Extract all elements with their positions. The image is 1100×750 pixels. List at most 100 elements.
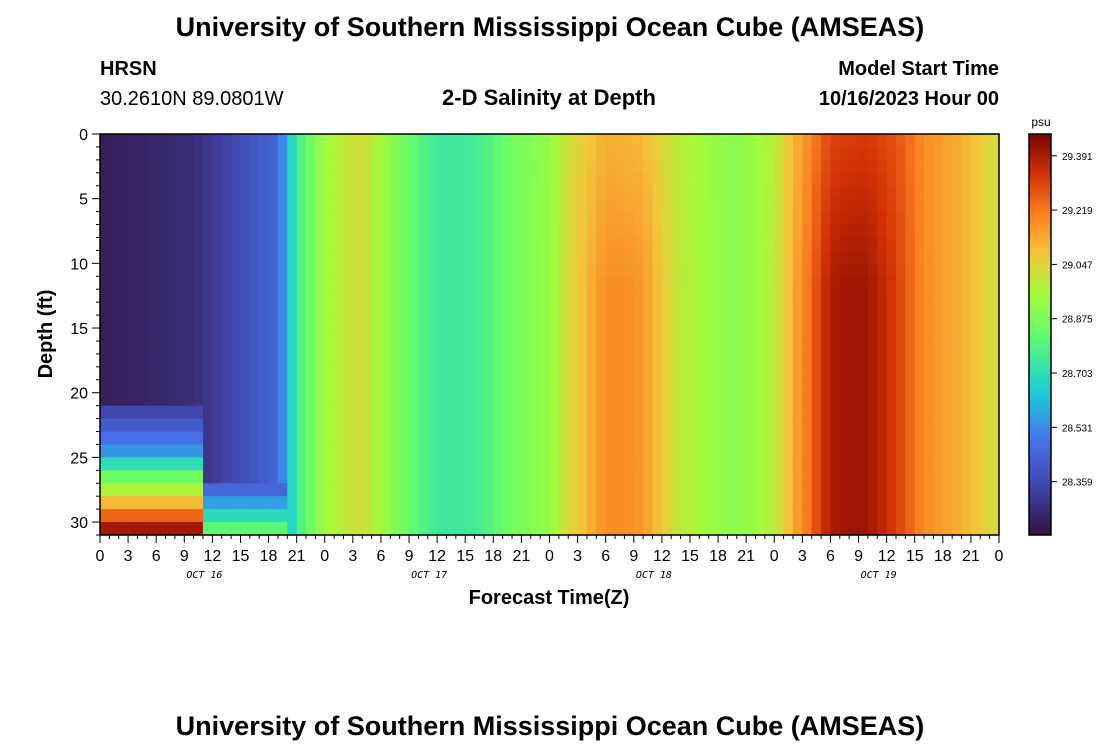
heatmap-cell bbox=[249, 522, 260, 536]
heatmap-cell bbox=[287, 457, 298, 471]
heatmap-cell bbox=[867, 146, 878, 161]
heatmap-cell bbox=[137, 379, 148, 394]
heatmap-cell bbox=[708, 444, 719, 458]
heatmap-cell bbox=[980, 211, 991, 226]
heatmap-cell bbox=[689, 444, 700, 458]
heatmap-cell bbox=[193, 509, 204, 523]
heatmap-cell bbox=[802, 159, 813, 174]
heatmap-cell bbox=[465, 185, 476, 200]
heatmap-cell bbox=[324, 172, 335, 187]
heatmap-cell bbox=[455, 224, 466, 239]
heatmap-cell bbox=[137, 509, 148, 523]
heatmap-cell bbox=[530, 418, 541, 433]
heatmap-cell bbox=[315, 457, 326, 471]
heatmap-cell bbox=[942, 431, 953, 446]
heatmap-cell bbox=[418, 263, 429, 277]
heatmap-cell bbox=[493, 444, 504, 458]
heatmap-cell bbox=[352, 496, 363, 510]
heatmap-cell bbox=[352, 263, 363, 277]
heatmap-cell bbox=[193, 289, 204, 303]
heatmap-cell bbox=[877, 509, 888, 523]
heatmap-cell bbox=[465, 444, 476, 458]
heatmap-cell bbox=[830, 392, 841, 407]
heatmap-cell bbox=[727, 315, 738, 329]
heatmap-cell bbox=[615, 418, 626, 433]
heatmap-cell bbox=[483, 276, 494, 290]
heatmap-cell bbox=[240, 405, 251, 420]
heatmap-cell bbox=[980, 185, 991, 200]
heatmap-cell bbox=[249, 289, 260, 303]
heatmap-cell bbox=[418, 509, 429, 523]
heatmap-cell bbox=[315, 146, 326, 161]
heatmap-cell bbox=[867, 366, 878, 381]
heatmap-cell bbox=[783, 483, 794, 497]
heatmap-cell bbox=[895, 263, 906, 277]
heatmap-cell bbox=[118, 263, 129, 277]
heatmap-cell bbox=[895, 405, 906, 420]
heatmap-cell bbox=[193, 237, 204, 252]
heatmap-cell bbox=[231, 470, 242, 484]
heatmap-cell bbox=[362, 496, 373, 510]
heatmap-cell bbox=[596, 276, 607, 290]
heatmap-cell bbox=[792, 457, 803, 471]
heatmap-cell bbox=[193, 444, 204, 458]
heatmap-cell bbox=[390, 340, 401, 355]
heatmap-cell bbox=[493, 340, 504, 355]
heatmap-cell bbox=[521, 146, 532, 161]
heatmap-cell bbox=[802, 496, 813, 510]
heatmap-cell bbox=[849, 146, 860, 161]
heatmap-cell bbox=[512, 418, 522, 433]
heatmap-cell bbox=[643, 496, 654, 510]
heatmap-cell bbox=[615, 250, 626, 264]
heatmap-cell bbox=[521, 263, 532, 277]
heatmap-cell bbox=[512, 405, 522, 420]
heatmap-cell bbox=[437, 159, 448, 174]
heatmap-cell bbox=[652, 250, 663, 264]
heatmap-cell bbox=[980, 379, 991, 394]
heatmap-cell bbox=[718, 302, 729, 316]
heatmap-cell bbox=[736, 483, 747, 497]
heatmap-cell bbox=[231, 431, 242, 446]
heatmap-cell bbox=[980, 250, 991, 264]
heatmap-cell bbox=[596, 522, 607, 536]
heatmap-cell bbox=[277, 353, 288, 368]
heatmap-cell bbox=[811, 522, 822, 536]
heatmap-cell bbox=[287, 263, 298, 277]
heatmap-cell bbox=[483, 431, 494, 446]
heatmap-cell bbox=[727, 444, 738, 458]
heatmap-cell bbox=[764, 444, 775, 458]
heatmap-cell bbox=[409, 146, 419, 161]
heatmap-cell bbox=[671, 263, 682, 277]
heatmap-cell bbox=[736, 159, 747, 174]
heatmap-cell bbox=[633, 134, 644, 148]
heatmap-cell bbox=[839, 418, 850, 433]
heatmap-cell bbox=[109, 470, 120, 484]
heatmap-cell bbox=[811, 146, 822, 161]
heatmap-cell bbox=[877, 263, 888, 277]
heatmap-cell bbox=[259, 509, 270, 523]
heatmap-cell bbox=[437, 418, 448, 433]
heatmap-cell bbox=[924, 328, 935, 342]
heatmap-cell bbox=[689, 496, 700, 510]
heatmap-cell bbox=[352, 237, 363, 252]
heatmap-cell bbox=[718, 146, 729, 161]
heatmap-cell bbox=[783, 134, 794, 148]
heatmap-cell bbox=[493, 328, 504, 342]
heatmap-cell bbox=[193, 159, 204, 174]
heatmap-cell bbox=[708, 379, 719, 394]
heatmap-cell bbox=[530, 340, 541, 355]
heatmap-cell bbox=[914, 340, 925, 355]
heatmap-cell bbox=[849, 211, 860, 226]
heatmap-cell bbox=[362, 237, 373, 252]
heatmap-cell bbox=[418, 315, 429, 329]
heatmap-cell bbox=[240, 392, 251, 407]
heatmap-cell bbox=[736, 276, 747, 290]
heatmap-cell bbox=[633, 405, 644, 420]
heatmap-cell bbox=[933, 457, 944, 471]
heatmap-cell bbox=[774, 340, 785, 355]
heatmap-cell bbox=[577, 289, 588, 303]
heatmap-cell bbox=[961, 340, 972, 355]
heatmap-cell bbox=[755, 250, 766, 264]
heatmap-cell bbox=[558, 276, 569, 290]
heatmap-cell bbox=[306, 159, 316, 174]
